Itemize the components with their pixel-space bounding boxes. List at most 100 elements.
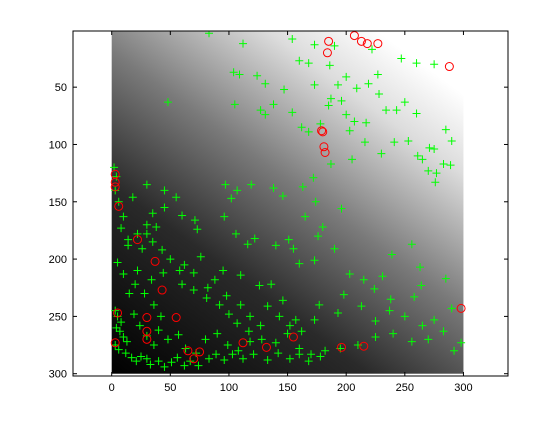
plus-marker [410, 292, 419, 301]
plus-marker [253, 71, 262, 80]
circle-marker [349, 31, 359, 41]
plus-marker [203, 283, 212, 292]
plus-marker [235, 70, 244, 79]
plus-marker [129, 310, 138, 319]
plus-marker [152, 222, 161, 231]
plus-marker [275, 312, 284, 321]
y-tick-label: 100 [49, 139, 67, 151]
x-tick-label: 200 [337, 382, 355, 394]
plus-marker [274, 349, 283, 358]
plus-marker [149, 300, 158, 309]
plus-marker [289, 244, 298, 253]
plus-marker [352, 84, 361, 93]
elevation-image [111, 31, 464, 374]
plus-marker [288, 108, 297, 117]
plus-marker [256, 106, 265, 115]
plus-marker [446, 161, 455, 170]
plus-marker [133, 266, 142, 275]
plus-marker [417, 281, 426, 290]
circle-marker [238, 338, 248, 348]
plus-marker [210, 275, 219, 284]
plus-marker [122, 337, 131, 346]
plus-marker [375, 90, 384, 99]
plus-marker [202, 294, 211, 303]
plus-marker [167, 358, 176, 367]
plus-marker [316, 352, 325, 361]
plus-marker [244, 327, 253, 336]
circle-marker [150, 256, 160, 266]
plus-marker [342, 110, 351, 119]
plus-marker [295, 56, 304, 65]
plus-marker [447, 137, 456, 146]
plus-marker [230, 100, 239, 109]
plus-marker [283, 329, 292, 338]
plus-marker [333, 80, 342, 89]
plus-marker [400, 312, 409, 321]
plus-marker [269, 184, 278, 193]
circle-marker [261, 342, 271, 352]
plus-marker [222, 291, 231, 300]
circle-marker [356, 36, 366, 46]
plus-marker [297, 327, 306, 336]
circle-marker [171, 313, 181, 323]
plus-marker [360, 138, 369, 147]
plus-marker [121, 349, 130, 358]
plus-marker [357, 302, 366, 311]
plus-marker [370, 284, 379, 293]
plus-marker [142, 354, 151, 363]
plus-marker [333, 308, 342, 317]
plus-marker [147, 275, 156, 284]
plus-marker [243, 240, 252, 249]
plus-marker [178, 280, 187, 289]
plus-marker [407, 240, 416, 249]
circle-marker [362, 39, 372, 49]
plus-marker [201, 335, 210, 344]
plus-marker [154, 357, 163, 366]
plus-marker [172, 193, 181, 202]
plus-marker [234, 346, 243, 355]
plus-marker [261, 110, 270, 119]
plus-marker [339, 290, 348, 299]
plus-marker [288, 35, 297, 44]
plus-marker [418, 155, 427, 164]
plus-marker [156, 312, 165, 321]
circle-marker [320, 147, 330, 157]
plus-marker [178, 211, 187, 220]
plus-marker [439, 327, 448, 336]
plus-marker [135, 321, 144, 330]
plus-marker [315, 300, 324, 309]
circle-marker [142, 313, 152, 323]
plus-marker [310, 80, 319, 89]
plus-marker [301, 212, 310, 221]
plus-marker [189, 286, 198, 295]
plus-marker [261, 79, 270, 88]
plus-marker [189, 268, 198, 277]
x-tick-label: 300 [454, 382, 472, 394]
plus-marker [221, 180, 230, 189]
plus-marker [412, 109, 421, 118]
plus-marker [247, 180, 256, 189]
plus-marker [140, 289, 149, 298]
plus-marker [236, 271, 245, 280]
plus-marker [304, 59, 313, 68]
plus-marker [127, 353, 136, 362]
plus-marker [307, 350, 316, 359]
plus-marker [362, 118, 371, 127]
plus-marker [350, 117, 359, 126]
plus-marker [285, 354, 294, 363]
plus-marker [257, 335, 266, 344]
plus-marker [326, 94, 335, 103]
plus-marker [304, 357, 313, 366]
plus-marker [280, 85, 289, 94]
plus-marker [132, 357, 141, 366]
x-tick-label: 100 [220, 382, 238, 394]
plus-marker [215, 300, 224, 309]
plus-marker [413, 151, 422, 160]
plus-marker [371, 333, 380, 342]
data-markers [110, 31, 466, 371]
plus-marker [324, 101, 333, 110]
plus-marker [154, 326, 163, 335]
plus-marker [119, 333, 128, 342]
plus-marker [284, 235, 293, 244]
circle-marker [114, 201, 124, 211]
